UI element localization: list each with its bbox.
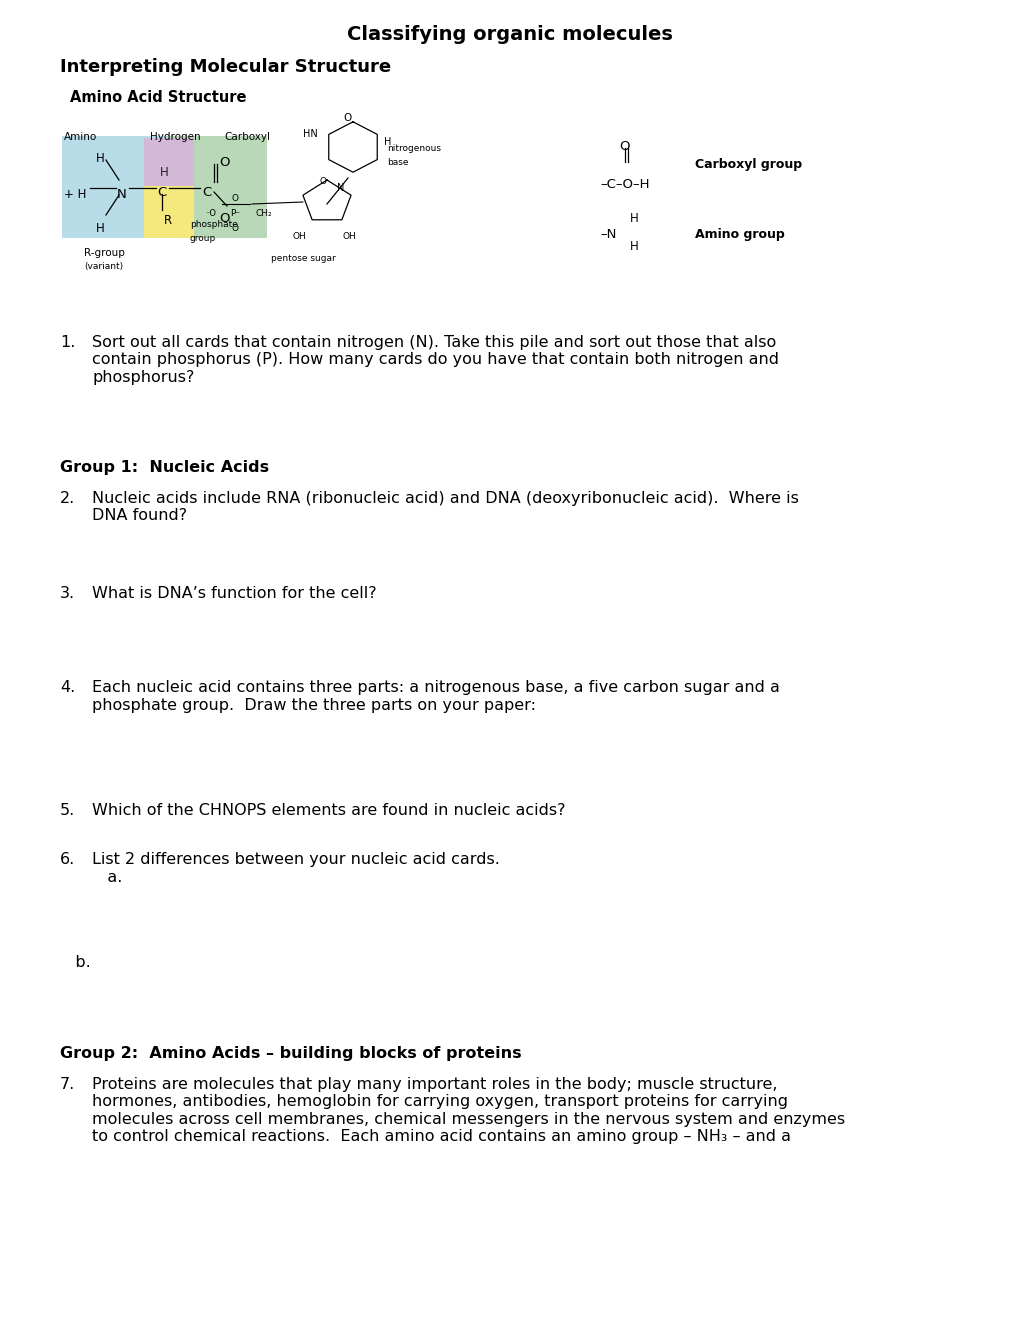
- Text: Hydrogen: Hydrogen: [150, 132, 201, 143]
- Text: N: N: [117, 187, 126, 201]
- Text: Interpreting Molecular Structure: Interpreting Molecular Structure: [60, 58, 390, 77]
- Text: HN: HN: [303, 129, 318, 139]
- Text: What is DNA’s function for the cell?: What is DNA’s function for the cell?: [92, 586, 376, 602]
- Text: 1.: 1.: [60, 335, 75, 350]
- Text: CH₂: CH₂: [256, 209, 272, 218]
- Text: C: C: [157, 186, 166, 199]
- Text: H: H: [383, 137, 391, 147]
- Text: Proteins are molecules that play many important roles in the body; muscle struct: Proteins are molecules that play many im…: [92, 1077, 845, 1144]
- Text: pentose sugar: pentose sugar: [270, 253, 335, 263]
- Text: 2.: 2.: [60, 491, 75, 506]
- Text: Carboxyl group: Carboxyl group: [694, 158, 801, 172]
- Text: O: O: [319, 177, 326, 186]
- Text: H: H: [96, 222, 104, 235]
- Text: + H: + H: [64, 187, 87, 201]
- Text: ⁻: ⁻: [233, 210, 238, 220]
- Text: O: O: [231, 194, 238, 203]
- Text: base: base: [386, 158, 408, 168]
- Text: 7.: 7.: [60, 1077, 75, 1092]
- Text: –C–O–H: –C–O–H: [599, 178, 649, 191]
- Text: N: N: [337, 183, 344, 193]
- Text: H: H: [630, 240, 638, 253]
- Text: O: O: [343, 114, 352, 123]
- Text: Sort out all cards that contain nitrogen (N). Take this pile and sort out those : Sort out all cards that contain nitrogen…: [92, 335, 779, 385]
- Text: 6.: 6.: [60, 853, 75, 867]
- Text: Classifying organic molecules: Classifying organic molecules: [346, 25, 673, 44]
- Text: nitrogenous: nitrogenous: [386, 144, 440, 153]
- Text: OH: OH: [341, 232, 356, 242]
- Text: Which of the CHNOPS elements are found in nucleic acids?: Which of the CHNOPS elements are found i…: [92, 803, 565, 818]
- Text: –N: –N: [599, 228, 615, 242]
- Text: Amino group: Amino group: [694, 228, 784, 242]
- Text: C: C: [202, 186, 211, 199]
- Text: ⁻O: ⁻O: [205, 209, 216, 218]
- Text: Amino Acid Structure: Amino Acid Structure: [70, 90, 247, 106]
- Text: Nucleic acids include RNA (ribonucleic acid) and DNA (deoxyribonucleic acid).  W: Nucleic acids include RNA (ribonucleic a…: [92, 491, 798, 523]
- Text: H: H: [630, 213, 638, 224]
- Text: 5.: 5.: [60, 803, 75, 818]
- Text: Each nucleic acid contains three parts: a nitrogenous base, a five carbon sugar : Each nucleic acid contains three parts: …: [92, 680, 780, 713]
- Text: b.: b.: [60, 954, 91, 970]
- Text: Amino: Amino: [64, 132, 97, 143]
- Text: H: H: [96, 152, 104, 165]
- Text: OH: OH: [291, 232, 306, 242]
- Text: List 2 differences between your nucleic acid cards.
   a.: List 2 differences between your nucleic …: [92, 853, 499, 884]
- Text: P: P: [229, 209, 235, 218]
- Text: O: O: [620, 140, 630, 153]
- Text: Carboxyl: Carboxyl: [224, 132, 270, 143]
- Bar: [62, 136, 170, 238]
- Text: O: O: [218, 156, 229, 169]
- Text: H: H: [159, 166, 168, 180]
- Text: (variant): (variant): [85, 261, 123, 271]
- Text: R: R: [164, 214, 172, 227]
- Bar: [144, 139, 194, 187]
- Bar: [167, 136, 267, 238]
- Text: O: O: [218, 213, 229, 224]
- Text: group: group: [190, 234, 216, 243]
- Text: Group 2:  Amino Acids – building blocks of proteins: Group 2: Amino Acids – building blocks o…: [60, 1045, 521, 1061]
- Text: R-group: R-group: [84, 248, 124, 257]
- Text: Group 1:  Nucleic Acids: Group 1: Nucleic Acids: [60, 459, 269, 475]
- Text: 3.: 3.: [60, 586, 75, 602]
- Bar: [144, 186, 194, 238]
- Text: 4.: 4.: [60, 680, 75, 696]
- Text: O: O: [231, 224, 238, 234]
- Text: phosphate: phosphate: [190, 220, 237, 228]
